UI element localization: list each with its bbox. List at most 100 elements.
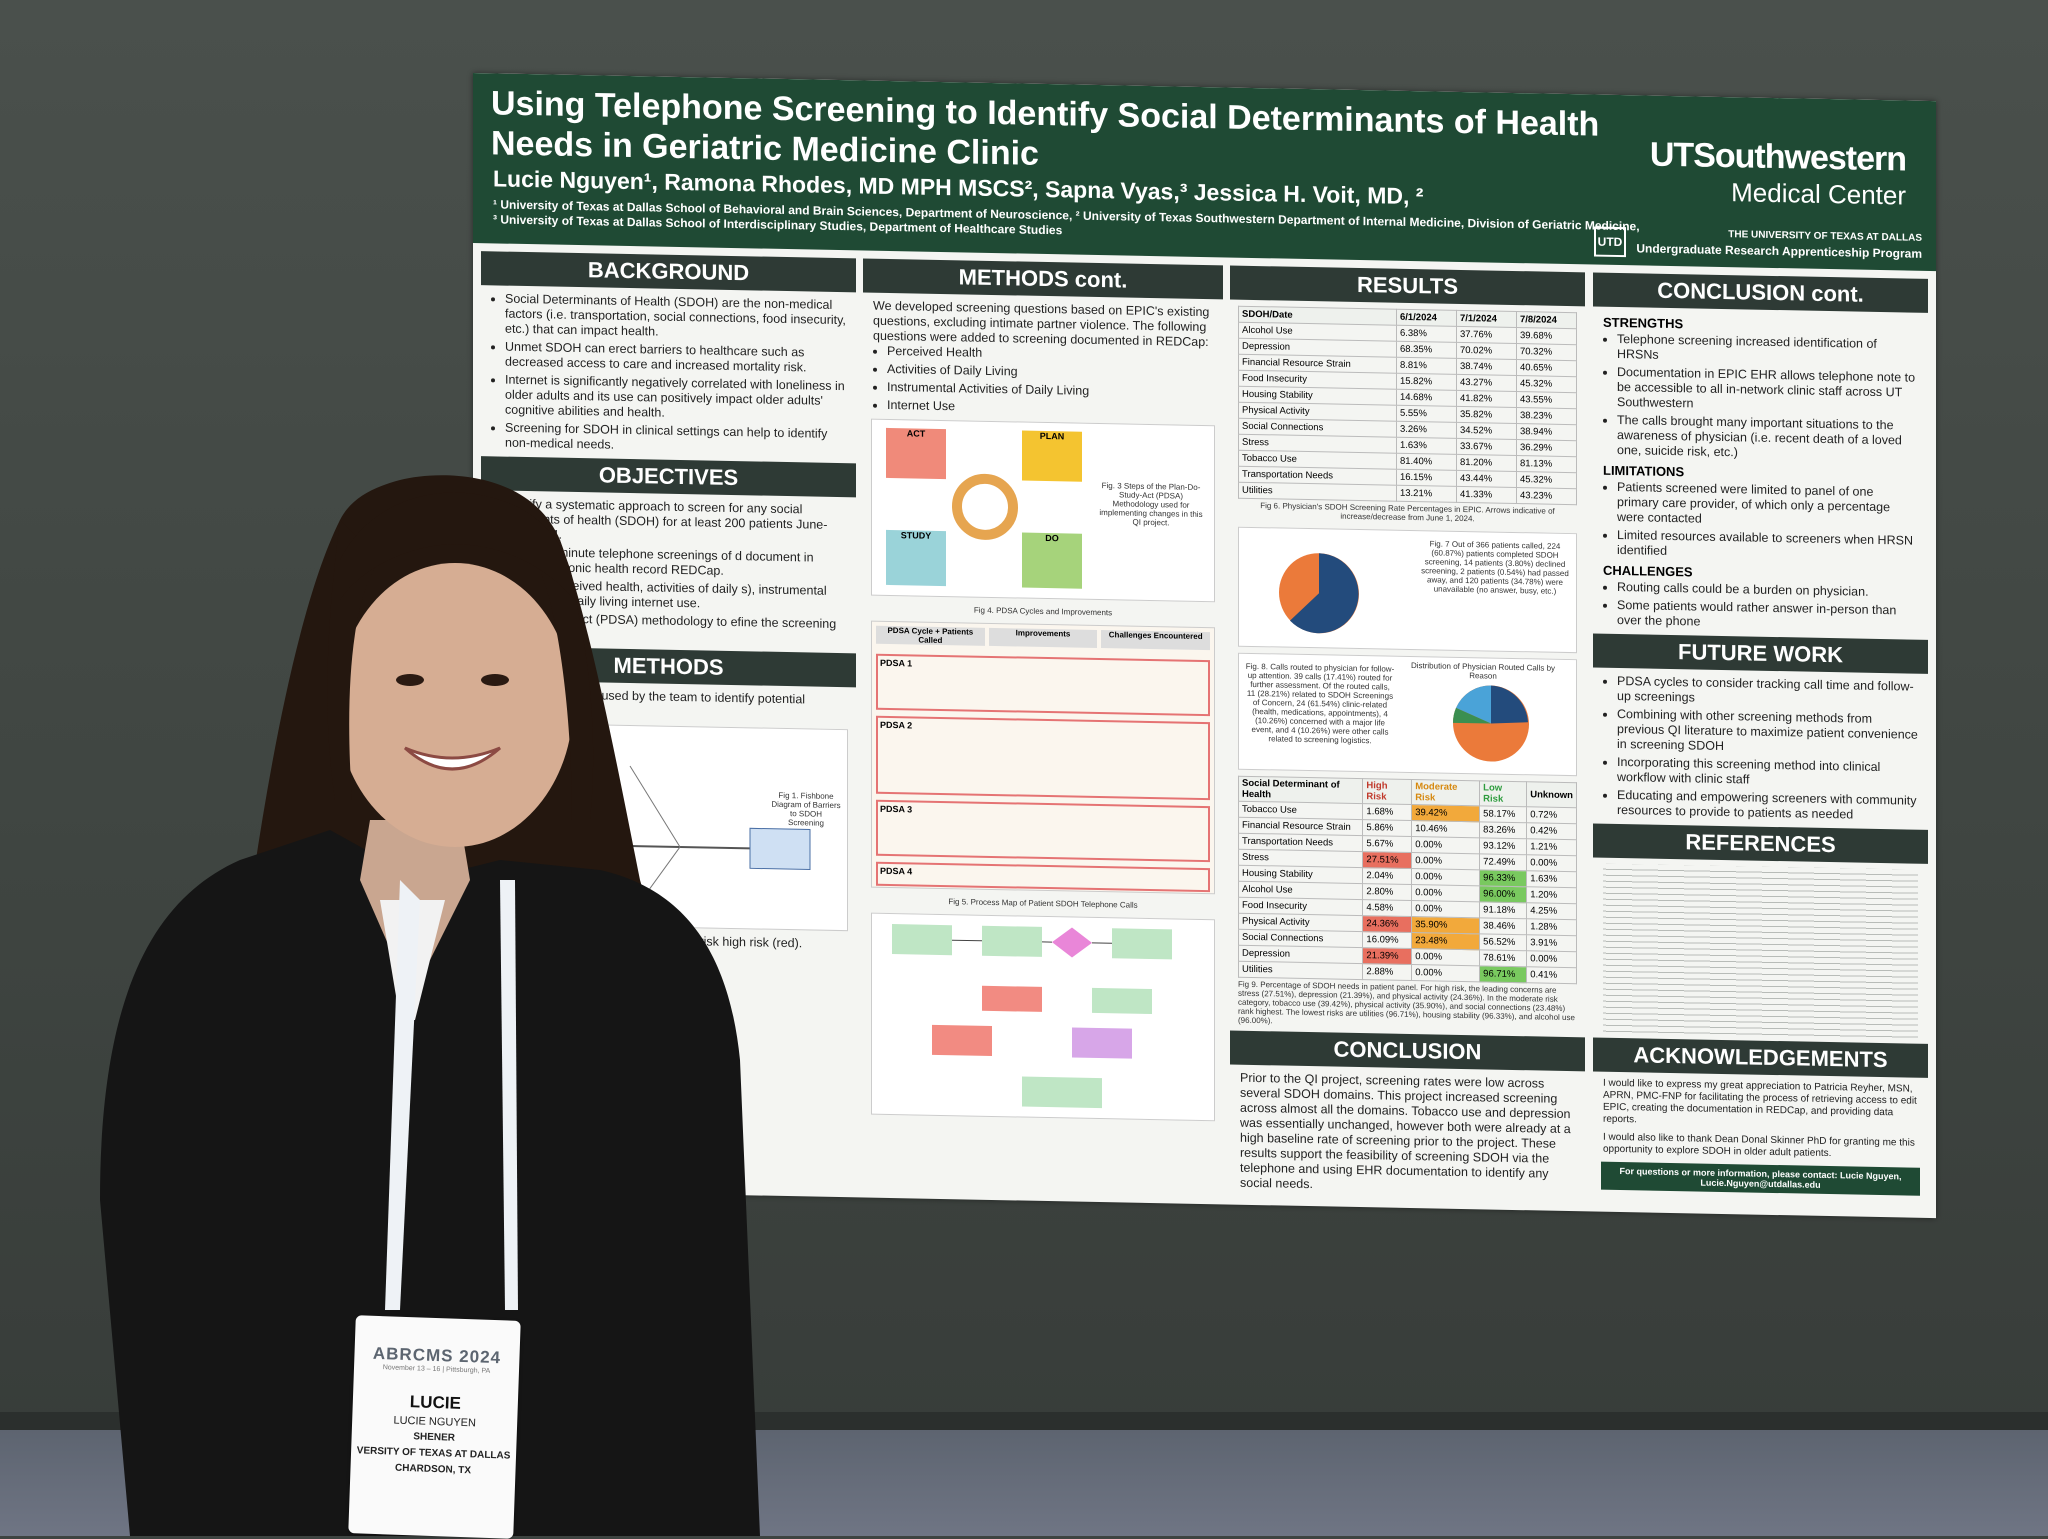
fig9-caption: Fig 9. Percentage of SDOH needs in patie… — [1230, 978, 1585, 1034]
future-item: PDSA cycles to consider tracking call ti… — [1617, 674, 1918, 710]
routed-calls-pie — [1446, 678, 1536, 770]
badge-full-name: LUCIE NGUYEN — [352, 1413, 517, 1431]
rate-cell: 37.76% — [1456, 326, 1516, 343]
risk-cell: 72.49% — [1480, 854, 1527, 871]
limitation-item: Patients screened were limited to panel … — [1617, 480, 1918, 531]
future-item: Incorporating this screening method into… — [1617, 755, 1918, 791]
rate-cell: 33.67% — [1456, 438, 1516, 455]
rate-cell: 45.32% — [1516, 472, 1576, 489]
column-3: RESULTS SDOH/Date 6/1/2024 7/1/2024 7/8/… — [1230, 266, 1585, 1206]
risk-cell: 0.00% — [1412, 901, 1480, 918]
rate-cell: 34.52% — [1456, 422, 1516, 439]
background-item: Social Determinants of Health (SDOH) are… — [505, 292, 846, 344]
pdsa-row: PDSA 1 — [876, 654, 1210, 716]
methods-bottom-text: ans and care teams ssified by low/no ris… — [481, 930, 856, 952]
fig4-caption: Fig 4. PDSA Cycles and Improvements — [863, 601, 1223, 621]
rate-cell: 38.94% — [1516, 424, 1576, 441]
table-header: Low Risk — [1480, 781, 1527, 807]
references-heading: REFERENCES — [1593, 824, 1928, 864]
fig4-header: PDSA Cycle + Patients Called — [876, 626, 985, 646]
risk-cell: 1.20% — [1527, 887, 1577, 904]
risk-cell: 0.00% — [1527, 951, 1577, 968]
rate-cell: 43.23% — [1516, 488, 1576, 505]
rate-cell: 81.40% — [1396, 453, 1456, 470]
risk-cell: 0.00% — [1412, 949, 1480, 966]
rate-cell: 45.32% — [1516, 376, 1576, 393]
rate-cell: 41.82% — [1456, 390, 1516, 407]
objective-item: SDOH, perceived health, activities of da… — [505, 578, 846, 615]
rate-cell: 36.29% — [1516, 440, 1576, 457]
table-header: Unknown — [1527, 782, 1577, 808]
carpet-floor — [0, 1430, 2048, 1536]
risk-cell: 96.00% — [1480, 886, 1527, 903]
risk-cell: 10.46% — [1412, 821, 1480, 838]
risk-cell: 2.80% — [1363, 884, 1412, 901]
table-header: 7/1/2024 — [1456, 310, 1516, 327]
risk-cell: 0.00% — [1412, 837, 1480, 854]
fig8-caption: Fig. 8. Calls routed to physician for fo… — [1243, 660, 1397, 748]
rate-cell: 5.55% — [1396, 405, 1456, 422]
objective-item: nt 10–20-minute telephone screenings of … — [505, 545, 846, 582]
risk-cell: 1.68% — [1363, 804, 1412, 821]
risk-cell: 38.46% — [1480, 918, 1527, 935]
rate-cell: 15.82% — [1396, 373, 1456, 390]
risk-cell: 0.00% — [1412, 965, 1480, 982]
program-line1: THE UNIVERSITY OF TEXAS AT DALLAS — [1728, 229, 1922, 244]
pdsa-row: PDSA 4 — [876, 862, 1210, 892]
column-4: CONCLUSION cont. STRENGTHS Telephone scr… — [1593, 273, 1928, 1212]
risk-cell: 21.39% — [1363, 948, 1412, 965]
fishbone-diagram: HEALTHCARE TEAM Fig 1. Fishbone Diagram … — [489, 722, 848, 931]
challenges-list: Routing calls could be a burden on physi… — [1593, 580, 1928, 634]
risk-cell: 23.48% — [1412, 933, 1480, 950]
process-map-shapes — [872, 914, 1214, 1121]
rate-cell: 41.33% — [1456, 486, 1516, 503]
risk-cell: 5.86% — [1363, 820, 1412, 837]
rate-cell: 39.68% — [1516, 328, 1576, 345]
utsw-logo-sub: Medical Center — [1731, 177, 1906, 211]
risk-cell: 2.88% — [1363, 964, 1412, 981]
results-heading: RESULTS — [1230, 266, 1585, 307]
background-item: Internet is significantly negatively cor… — [505, 373, 846, 425]
call-outcome-pie — [1269, 542, 1369, 644]
table-header: Social Determinant of Health — [1239, 776, 1363, 803]
risk-cell: 0.00% — [1527, 855, 1577, 872]
rate-cell: 43.27% — [1456, 374, 1516, 391]
risk-cell: 3.91% — [1527, 935, 1577, 952]
objectives-text: dentify a systematic approach to screen … — [481, 496, 856, 647]
rate-cell: 35.82% — [1456, 406, 1516, 423]
rate-cell: 1.63% — [1396, 437, 1456, 454]
risk-cell: 83.26% — [1480, 822, 1527, 839]
conclusion-text: Prior to the QI project, screening rates… — [1230, 1071, 1585, 1198]
risk-cell: 0.72% — [1527, 807, 1577, 824]
risk-table: Social Determinant of Health High Risk M… — [1238, 776, 1577, 985]
question-item: Internet Use — [887, 398, 1213, 419]
background-text: Social Determinants of Health (SDOH) are… — [481, 291, 856, 457]
future-item: Educating and empowering screeners with … — [1617, 788, 1918, 824]
badge-first-name: LUCIE — [353, 1390, 519, 1416]
methods-cont-heading: METHODS cont. — [863, 258, 1223, 299]
fig4-header: Improvements — [989, 628, 1098, 648]
rate-cell: 16.15% — [1396, 469, 1456, 486]
risk-cell: 93.12% — [1480, 838, 1527, 855]
rate-cell: 81.20% — [1456, 454, 1516, 471]
pdsa-plan: PLAN — [1022, 431, 1082, 482]
fig7-caption: Fig. 7 Out of 366 patients called, 224 (… — [1418, 537, 1572, 598]
rate-cell: 43.55% — [1516, 392, 1576, 409]
risk-cell: 5.67% — [1363, 836, 1412, 853]
sdoh-label: Utilities — [1239, 961, 1363, 979]
name-badge: ABRCMS 2024 November 13 – 16 | Pittsburg… — [348, 1315, 521, 1539]
badge-role: SHENER — [351, 1429, 516, 1447]
limitation-item: Limited resources available to screeners… — [1617, 528, 1918, 564]
utsw-logo: UTSouthwestern — [1650, 136, 1906, 180]
table-header: High Risk — [1363, 779, 1412, 805]
risk-cell: 1.21% — [1527, 839, 1577, 856]
risk-cell: 1.63% — [1527, 871, 1577, 888]
column-1: BACKGROUND Social Determinants of Health… — [481, 251, 856, 1191]
background-item: Unmet SDOH can erect barriers to healthc… — [505, 340, 846, 377]
routed-calls-figure: Fig. 8. Calls routed to physician for fo… — [1238, 653, 1577, 777]
contact-bar: For questions or more information, pleas… — [1601, 1162, 1920, 1196]
rate-cell: 3.26% — [1396, 421, 1456, 438]
rate-cell: 70.32% — [1516, 344, 1576, 361]
risk-cell: 0.00% — [1412, 869, 1480, 886]
methods-cont-intro: We developed screening questions based o… — [863, 298, 1223, 350]
